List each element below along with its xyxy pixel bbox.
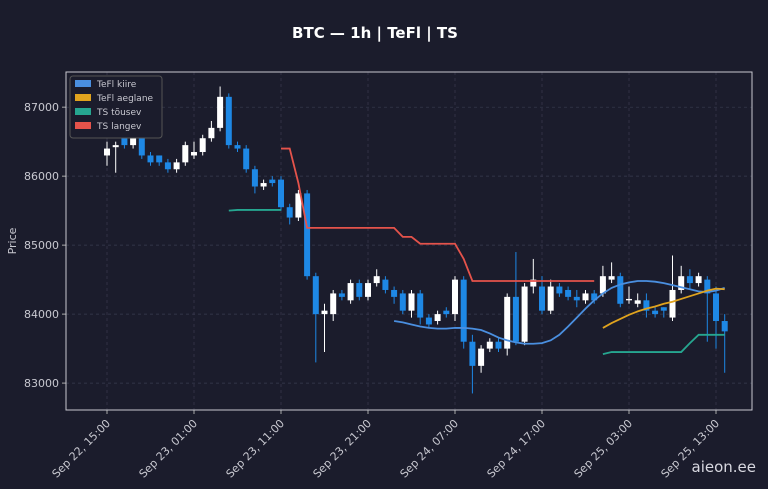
candle-body	[660, 307, 667, 311]
candle-body	[199, 138, 206, 153]
candle-body	[347, 283, 354, 301]
candle-body	[330, 293, 337, 315]
candle-body	[512, 296, 519, 342]
candle-body	[713, 293, 719, 322]
candle-body	[338, 293, 345, 297]
candle-body	[373, 276, 380, 284]
candle-body	[251, 169, 258, 187]
candle-body	[686, 276, 693, 284]
legend-label: TeFl kiire	[96, 80, 137, 90]
candle-body	[269, 179, 276, 184]
candle-body	[652, 310, 659, 315]
candle-body	[417, 293, 424, 318]
candle-body	[452, 279, 458, 315]
y-tick-label: 85000	[24, 239, 59, 252]
candle-body	[391, 289, 398, 297]
candle-body	[556, 286, 563, 294]
candle-body	[156, 155, 163, 163]
candle-body	[147, 155, 154, 163]
candle-body	[721, 321, 728, 332]
candle-body	[356, 283, 363, 297]
y-axis-label: Price	[6, 227, 19, 254]
candle-body	[365, 283, 371, 297]
candle-body	[304, 193, 311, 277]
candle-body	[530, 279, 537, 287]
candle-body	[164, 162, 171, 170]
legend-label: TS langev	[96, 122, 142, 132]
candle-body	[599, 276, 606, 294]
candle-body	[321, 310, 328, 315]
candle-body	[121, 138, 128, 146]
chart-title: BTC — 1h | TeFl | TS	[292, 24, 458, 43]
candle-body	[225, 96, 232, 146]
y-tick-label: 87000	[24, 101, 59, 114]
series-line	[393, 280, 725, 345]
candle-body	[469, 341, 476, 366]
candle-body	[495, 341, 502, 349]
candle-body	[486, 341, 493, 349]
candle-body	[539, 286, 545, 311]
candle-body	[704, 279, 711, 294]
candle-body	[695, 276, 702, 284]
candle-body	[478, 348, 485, 366]
legend: TeFl kiire TeFl aeglane TS tõusev TS langev	[69, 75, 163, 139]
series-line	[228, 209, 725, 356]
candle-body	[608, 276, 615, 280]
candle-body	[234, 145, 241, 149]
candle-body	[243, 148, 250, 170]
candle-body	[295, 193, 302, 218]
candle-body	[425, 317, 432, 325]
candle-body	[617, 276, 624, 304]
candle-body	[382, 279, 389, 290]
candle-body	[669, 289, 676, 318]
candle-body	[460, 279, 467, 342]
legend-label: TeFl aeglane	[96, 94, 154, 104]
watermark: aieon.ee	[692, 458, 757, 476]
candle-body	[112, 145, 119, 148]
candle-body	[678, 276, 685, 290]
y-tick-label: 83000	[24, 377, 59, 390]
candle-body	[582, 293, 589, 301]
candle-body	[260, 183, 267, 187]
series-line	[281, 147, 595, 282]
y-tick-label: 84000	[24, 308, 59, 321]
legend-swatch	[75, 122, 91, 129]
candle-body	[521, 286, 528, 342]
candle-body	[565, 289, 572, 297]
candle-body	[504, 296, 511, 349]
candle-body	[443, 310, 450, 315]
candle-body	[399, 293, 406, 311]
candle-body	[104, 148, 110, 156]
candle-body	[191, 152, 197, 156]
series-line	[602, 287, 725, 329]
legend-swatch	[75, 80, 91, 87]
candle-body	[182, 145, 189, 163]
candle-body	[286, 207, 293, 218]
candle-body	[130, 138, 137, 146]
candle-body	[278, 179, 284, 208]
plot-frame	[65, 71, 753, 411]
candle-body	[217, 96, 224, 128]
candle-body	[643, 300, 650, 311]
legend-swatch	[75, 94, 91, 101]
candle-body	[591, 293, 598, 301]
candle-body	[434, 314, 441, 322]
legend-box	[69, 75, 163, 139]
legend-label: TS tõusev	[96, 108, 142, 118]
candle-body	[547, 286, 554, 311]
candle-body	[634, 300, 641, 304]
legend-swatch	[75, 108, 91, 115]
candle-body	[138, 138, 145, 156]
candle-body	[573, 296, 580, 301]
candle-body	[626, 298, 632, 301]
candle-body	[208, 127, 215, 139]
candle-body	[173, 162, 180, 170]
y-tick-label: 86000	[24, 170, 59, 183]
candle-body	[408, 293, 415, 311]
candle-body	[312, 276, 319, 315]
